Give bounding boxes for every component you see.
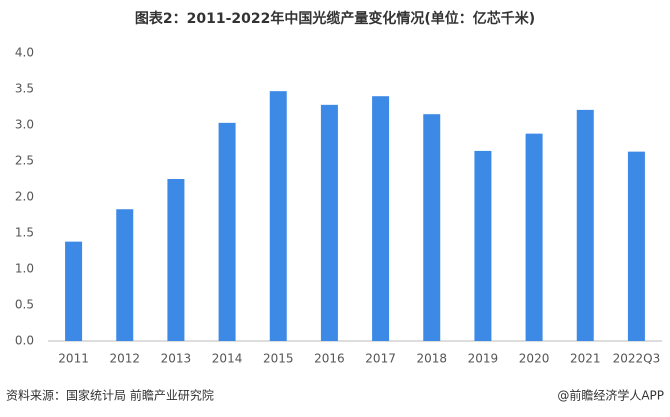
bar	[218, 122, 236, 341]
x-tick-label: 2017	[365, 352, 396, 366]
y-tick-label: 0.0	[15, 334, 34, 348]
y-tick-label: 0.5	[15, 298, 34, 312]
bar	[167, 179, 185, 341]
x-tick-label: 2022Q3	[613, 352, 661, 366]
x-tick-label: 2021	[570, 352, 601, 366]
bar	[474, 150, 492, 341]
y-tick-label: 3.0	[15, 118, 34, 132]
x-tick-label: 2011	[58, 352, 89, 366]
bar	[65, 241, 83, 341]
bar	[627, 151, 645, 341]
bar	[372, 96, 390, 341]
bar	[320, 104, 338, 341]
chart-title: 图表2：2011-2022年中国光缆产量变化情况(单位：亿芯千米)	[135, 10, 535, 27]
x-tick-label: 2018	[416, 352, 447, 366]
y-tick-label: 1.5	[15, 226, 34, 240]
y-tick-label: 3.5	[15, 82, 34, 96]
x-tick-label: 2014	[212, 352, 243, 366]
x-tick-label: 2012	[109, 352, 140, 366]
bar	[525, 133, 543, 341]
y-tick-label: 4.0	[15, 46, 34, 60]
source-note: 资料来源：国家统计局 前瞻产业研究院	[6, 388, 214, 403]
y-tick-label: 2.5	[15, 154, 34, 168]
x-tick-label: 2015	[263, 352, 294, 366]
x-tick-label: 2019	[468, 352, 499, 366]
bar	[116, 209, 134, 341]
bar	[423, 114, 441, 341]
x-tick-label: 2016	[314, 352, 345, 366]
credit: @前瞻经济学人APP	[557, 388, 664, 403]
bar	[269, 91, 287, 341]
x-tick-label: 2020	[519, 352, 550, 366]
bar	[576, 109, 594, 341]
x-tick-label: 2013	[161, 352, 192, 366]
y-tick-label: 1.0	[15, 262, 34, 276]
y-tick-label: 2.0	[15, 190, 34, 204]
